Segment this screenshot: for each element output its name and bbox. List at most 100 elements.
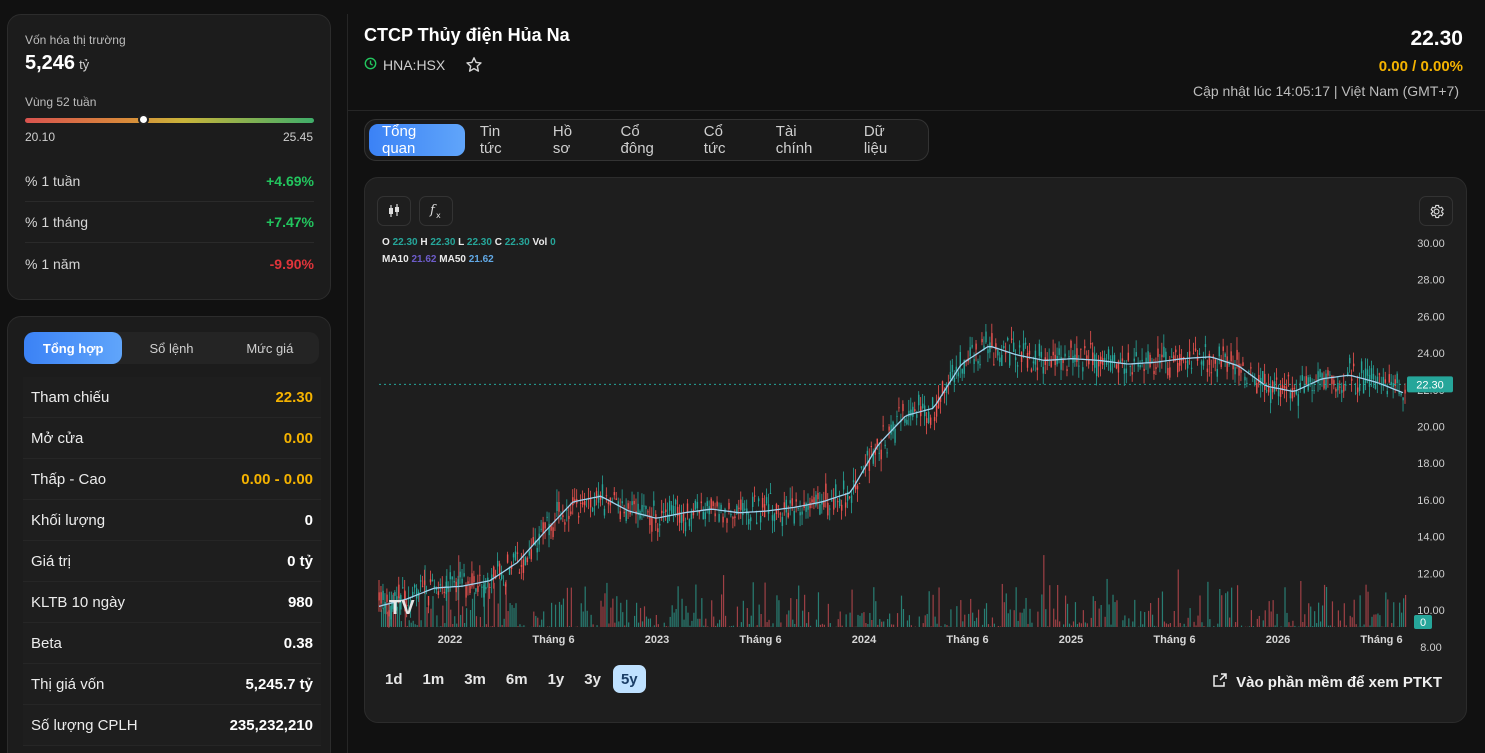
candle-body bbox=[904, 418, 906, 423]
volume-bar bbox=[1270, 611, 1272, 627]
candle-body bbox=[447, 587, 449, 589]
candle-body bbox=[752, 496, 754, 507]
tab-news[interactable]: Tin tức bbox=[479, 123, 502, 157]
range-3y[interactable]: 3y bbox=[584, 670, 601, 688]
tab-financials[interactable]: Tài chính bbox=[775, 123, 813, 157]
candle-body bbox=[740, 499, 742, 510]
candle-body bbox=[433, 585, 436, 588]
watchlist-star-icon[interactable] bbox=[465, 56, 483, 79]
open-ta-software-link[interactable]: Vào phần mềm để xem PTKT bbox=[1212, 672, 1442, 692]
row-label: Beta bbox=[31, 634, 62, 652]
volume-bar bbox=[1353, 599, 1355, 627]
volume-bar bbox=[871, 620, 873, 627]
range-1m[interactable]: 1m bbox=[422, 670, 445, 688]
candle-body bbox=[1224, 353, 1226, 358]
volume-bar bbox=[891, 624, 893, 627]
volume-bar bbox=[1213, 626, 1215, 627]
volume-bar bbox=[1274, 625, 1276, 627]
candle-body bbox=[1192, 353, 1195, 355]
volume-bar bbox=[602, 606, 604, 627]
candle-body bbox=[842, 480, 845, 490]
candle-body bbox=[465, 585, 467, 598]
candle-body bbox=[574, 499, 576, 502]
volume-bar bbox=[505, 579, 507, 627]
range-1y[interactable]: 1y bbox=[547, 670, 565, 688]
tab-order-book[interactable]: Sổ lệnh bbox=[149, 340, 194, 356]
settings-gear-icon[interactable] bbox=[1419, 196, 1453, 226]
candle-body bbox=[1329, 374, 1331, 376]
range-5y[interactable]: 5y bbox=[612, 665, 646, 693]
range-1d[interactable]: 1d bbox=[385, 670, 403, 688]
candle-body bbox=[516, 552, 519, 554]
volume-bar bbox=[1339, 620, 1341, 627]
price-chart-plot[interactable]: 30.0028.0026.0024.0022.0020.0018.0016.00… bbox=[365, 218, 1466, 688]
volume-bar bbox=[802, 610, 804, 627]
volume-bar bbox=[1264, 610, 1266, 627]
range-3m[interactable]: 3m bbox=[464, 670, 486, 688]
volume-bar bbox=[543, 611, 545, 627]
candle-body bbox=[714, 513, 716, 517]
candle-body bbox=[1386, 390, 1389, 395]
volume-bar bbox=[896, 613, 899, 627]
candle-body bbox=[479, 574, 481, 576]
candle-body bbox=[761, 497, 764, 508]
candle-body bbox=[1311, 390, 1313, 392]
tab-data[interactable]: Dữ liệu bbox=[863, 123, 888, 157]
tab-overview[interactable]: Tổng quan bbox=[369, 123, 465, 157]
volume-bar bbox=[1140, 611, 1142, 627]
candle-body bbox=[621, 501, 623, 504]
candle-body bbox=[999, 357, 1001, 363]
volume-bar bbox=[691, 620, 693, 627]
row-open-price: Mở cửa 0.00 bbox=[23, 418, 321, 459]
volume-bar bbox=[948, 626, 950, 627]
volume-bar bbox=[881, 621, 883, 627]
candle-body bbox=[402, 587, 404, 589]
volume-bar bbox=[1055, 619, 1057, 627]
volume-bar bbox=[1236, 585, 1239, 627]
volume-bar bbox=[1153, 625, 1156, 627]
volume-bar bbox=[845, 614, 847, 627]
volume-bar bbox=[487, 581, 489, 627]
candle-body bbox=[396, 596, 398, 601]
volume-bar bbox=[1076, 624, 1079, 627]
tab-summary[interactable]: Tổng hợp bbox=[24, 332, 123, 364]
volume-bar bbox=[701, 598, 703, 627]
range-6m[interactable]: 6m bbox=[505, 670, 528, 688]
candle-body bbox=[406, 604, 408, 606]
candle-body bbox=[1299, 382, 1302, 389]
candle-body bbox=[878, 452, 880, 454]
volume-bar bbox=[879, 619, 881, 627]
volume-bar bbox=[728, 626, 731, 627]
open-ta-software-label: Vào phần mềm để xem PTKT bbox=[1236, 673, 1442, 691]
candle-body bbox=[829, 508, 831, 510]
volume-bar bbox=[537, 617, 539, 627]
candle-body bbox=[439, 584, 442, 586]
candle-body bbox=[475, 588, 477, 592]
volume-bar bbox=[1391, 622, 1393, 627]
candlestick-icon[interactable] bbox=[377, 196, 411, 226]
candle-body bbox=[708, 506, 710, 515]
tab-dividends[interactable]: Cổ tức bbox=[703, 123, 726, 157]
volume-bar bbox=[934, 616, 936, 627]
candle-body bbox=[1372, 373, 1375, 380]
volume-bar bbox=[420, 620, 422, 627]
volume-bar bbox=[1302, 622, 1304, 627]
volume-bar bbox=[717, 623, 719, 627]
row-value-traded: Giá trị 0 tỷ bbox=[23, 541, 321, 582]
volume-bar bbox=[1201, 622, 1203, 627]
candle-body bbox=[1279, 387, 1282, 397]
volume-bar bbox=[1163, 621, 1166, 627]
tab-price-levels[interactable]: Mức giá bbox=[246, 340, 294, 356]
tab-shareholders[interactable]: Cổ đông bbox=[620, 123, 654, 157]
candle-body bbox=[578, 515, 580, 518]
volume-bar bbox=[873, 587, 875, 627]
candle-body bbox=[797, 507, 799, 509]
volume-bar bbox=[1187, 617, 1189, 627]
volume-bar bbox=[675, 609, 677, 627]
volume-bar bbox=[657, 624, 659, 627]
candle-body bbox=[692, 509, 695, 516]
tab-profile[interactable]: Hồ sơ bbox=[552, 123, 573, 157]
candle-body bbox=[779, 513, 782, 515]
volume-bar bbox=[697, 618, 699, 627]
